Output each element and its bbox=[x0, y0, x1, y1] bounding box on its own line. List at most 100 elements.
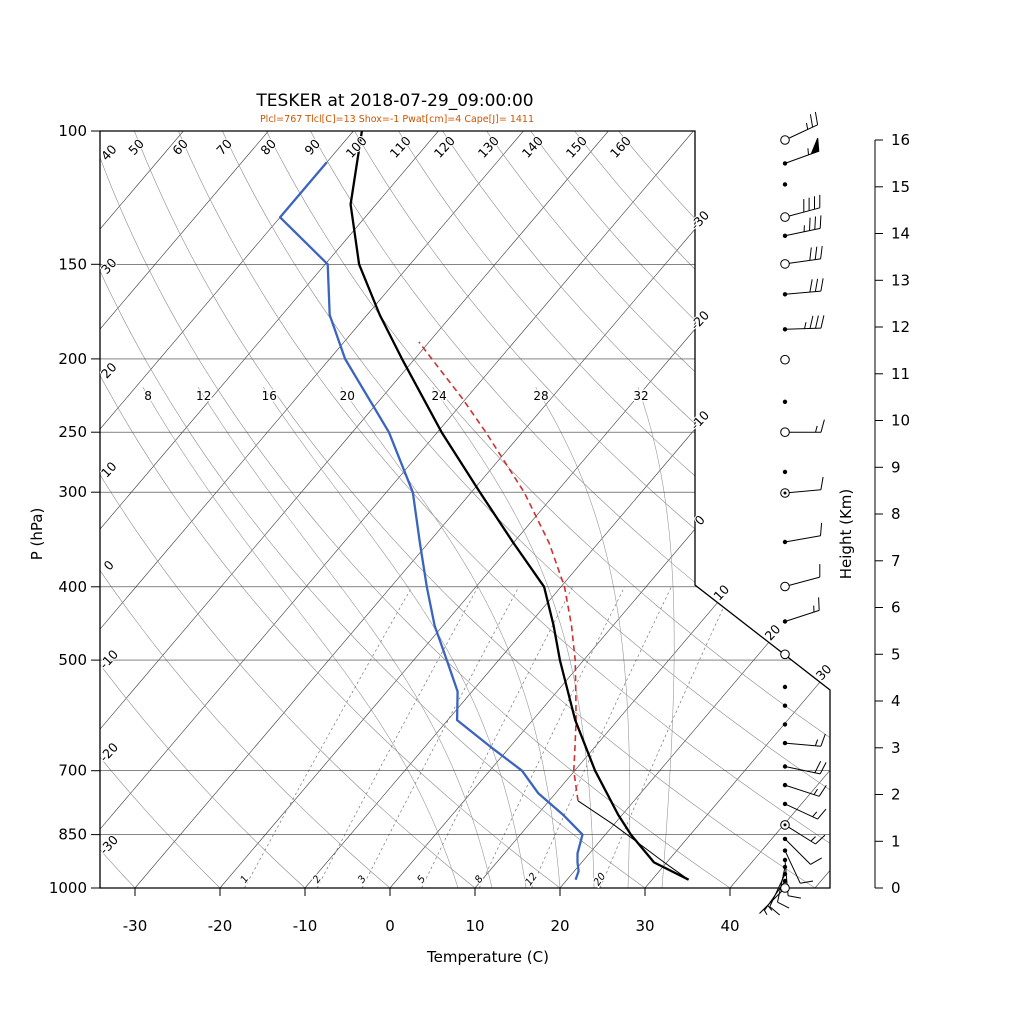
pressure-tick-label: 850 bbox=[58, 826, 87, 844]
wind-level-dot bbox=[782, 182, 788, 187]
wind-barb-full bbox=[820, 245, 823, 259]
wind-barb-half bbox=[767, 905, 773, 911]
dry-adiabat-line bbox=[100, 131, 221, 888]
chart-title: TESKER at 2018-07-29_09:00:00 bbox=[255, 91, 533, 111]
dry-adiabat-line bbox=[354, 131, 830, 888]
plot-frame bbox=[99, 130, 831, 889]
pressure-tick-label: 400 bbox=[58, 578, 87, 596]
isotherm-line bbox=[389, 131, 830, 888]
wind-barb-full bbox=[820, 522, 823, 536]
dry-adiabat-line bbox=[442, 131, 830, 888]
dry-adiabat-label: 140 bbox=[519, 133, 546, 161]
isotherm-line bbox=[729, 131, 830, 888]
moist-adiabat-line bbox=[637, 387, 675, 888]
wind-barb-half bbox=[813, 788, 818, 795]
wind-barb-staff bbox=[784, 227, 821, 237]
wind-level-dot bbox=[782, 161, 788, 166]
wind-barb-full bbox=[819, 215, 822, 229]
isotherm-line bbox=[559, 131, 830, 888]
wind-barb-full bbox=[814, 111, 819, 125]
wind-barb-half bbox=[812, 811, 818, 818]
wind-barb-full bbox=[815, 834, 826, 845]
wind-barb-full bbox=[809, 279, 813, 293]
isotherm-line bbox=[100, 131, 694, 888]
isotherm-label: 0 bbox=[692, 512, 708, 528]
wind-barb-staff bbox=[784, 290, 821, 295]
mixing-ratio-label: 3 bbox=[356, 874, 369, 886]
dry-adiabat-line bbox=[266, 131, 830, 888]
dry-adiabat-line bbox=[310, 131, 830, 888]
wind-level-circle bbox=[780, 259, 790, 269]
height-tick-label: 16 bbox=[891, 131, 910, 149]
wind-level-dot bbox=[782, 782, 788, 788]
wind-barb-full bbox=[820, 419, 825, 433]
wind-barb-staff bbox=[784, 824, 816, 845]
wind-level-circle bbox=[780, 354, 790, 365]
dry-adiabat-line bbox=[222, 131, 830, 888]
wind-barb-staff bbox=[784, 742, 821, 747]
pressure-tick-label: 1000 bbox=[49, 879, 87, 897]
wind-barb-staff bbox=[784, 327, 822, 330]
height-tick-label: 10 bbox=[891, 412, 910, 430]
wind-barb-full bbox=[788, 895, 801, 899]
wind-level-circle bbox=[780, 581, 790, 592]
temperature-axis-label: Temperature (C) bbox=[426, 948, 549, 966]
wind-barb-full bbox=[819, 762, 827, 775]
wind-level-circle bbox=[780, 649, 790, 660]
mixing-ratio-line bbox=[316, 586, 479, 888]
isotherm-line bbox=[100, 131, 354, 888]
wind-barb-staff bbox=[784, 535, 821, 543]
wind-barb-half bbox=[807, 148, 809, 155]
mixing-ratio-line bbox=[244, 586, 413, 888]
params-line: Plcl=767 Tlcl[C]=13 Shox=-1 Pwat[cm]=4 C… bbox=[260, 114, 534, 125]
wind-barb-full bbox=[820, 476, 824, 490]
wind-barb-full bbox=[809, 247, 812, 261]
wind-level-dot bbox=[782, 684, 788, 690]
wind-barb-full bbox=[820, 278, 824, 292]
mixing-ratio-line bbox=[361, 586, 520, 888]
moist-adiabat-label: 24 bbox=[431, 389, 446, 403]
grid-layer bbox=[100, 131, 830, 888]
wind-level-dot bbox=[782, 857, 788, 863]
wind-level-dot bbox=[782, 399, 788, 404]
height-tick-label: 7 bbox=[891, 552, 901, 570]
temperature-tick-label: 0 bbox=[385, 917, 395, 935]
mixing-ratio-label: 5 bbox=[416, 874, 429, 886]
isotherm-line bbox=[219, 131, 830, 888]
wind-barb-full bbox=[809, 217, 811, 231]
wind-barb-half bbox=[763, 908, 768, 916]
height-tick-label: 9 bbox=[891, 458, 901, 476]
dry-adiabat-label: 130 bbox=[475, 133, 502, 161]
dry-adiabat-line bbox=[574, 131, 830, 888]
dry-adiabat-line bbox=[100, 131, 476, 888]
temperature-tick-label: 10 bbox=[465, 917, 484, 935]
mixing-ratio-label: 8 bbox=[473, 874, 486, 886]
height-tick-label: 15 bbox=[891, 178, 910, 196]
dry-adiabat-line bbox=[100, 131, 646, 888]
wind-level-dot bbox=[782, 539, 788, 545]
height-tick-label: 8 bbox=[891, 505, 901, 523]
pressure-axis-label: P (hPa) bbox=[28, 508, 46, 561]
wind-barb-full bbox=[769, 906, 781, 916]
pressure-tick-label: 100 bbox=[58, 122, 87, 140]
wind-barb-half bbox=[815, 425, 818, 433]
dry-adiabat-label: 120 bbox=[431, 133, 458, 161]
wind-barb-full bbox=[818, 597, 820, 611]
wind-barb-full bbox=[809, 114, 814, 128]
moist-adiabat-label: 32 bbox=[633, 389, 648, 403]
mixing-ratio-label: 20 bbox=[592, 871, 608, 888]
isotherm-label: -20 bbox=[687, 308, 712, 333]
pressure-tick-label: 200 bbox=[58, 350, 87, 368]
wind-level-dot bbox=[782, 878, 788, 884]
pressure-tick-label: 300 bbox=[58, 483, 87, 501]
moist-adiabat-line bbox=[432, 387, 595, 888]
parcel-dry-ascent-line bbox=[577, 800, 689, 881]
wind-barb-full bbox=[814, 246, 818, 260]
wind-level-dot bbox=[782, 233, 788, 238]
wind-barbs bbox=[759, 111, 827, 916]
wind-level-dot bbox=[782, 619, 788, 624]
wind-barb-full bbox=[814, 216, 816, 230]
dry-adiabat-line bbox=[178, 131, 830, 888]
